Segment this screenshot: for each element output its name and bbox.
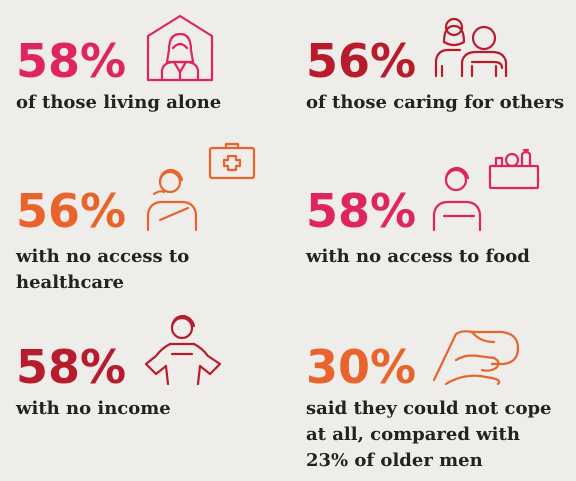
- stat-percent: 56%: [16, 184, 127, 238]
- woman-with-medical-kit-icon: [146, 142, 258, 234]
- woman-hands-on-hips-icon: [142, 314, 226, 386]
- woman-with-food-basket-icon: [430, 144, 542, 234]
- carer-with-person-icon: [432, 14, 516, 80]
- stat-description: said they could not cope: [306, 398, 552, 419]
- stat-percent: 56%: [306, 34, 417, 88]
- stat-description: at all, compared with: [306, 424, 520, 445]
- stat-description: with no access to food: [306, 246, 530, 267]
- stat-percent: 58%: [16, 340, 127, 394]
- woman-in-house-icon: [144, 14, 216, 84]
- stat-description: of those caring for others: [306, 92, 565, 113]
- stat-description: of those living alone: [16, 92, 222, 113]
- stat-percent: 30%: [306, 340, 417, 394]
- stat-description: with no access to: [16, 246, 190, 267]
- head-in-hand-icon: [432, 328, 522, 386]
- stat-description: healthcare: [16, 272, 124, 293]
- stat-percent: 58%: [306, 184, 417, 238]
- stat-percent: 58%: [16, 34, 127, 88]
- stat-description: 23% of older men: [306, 450, 483, 471]
- stat-description: with no income: [16, 398, 171, 419]
